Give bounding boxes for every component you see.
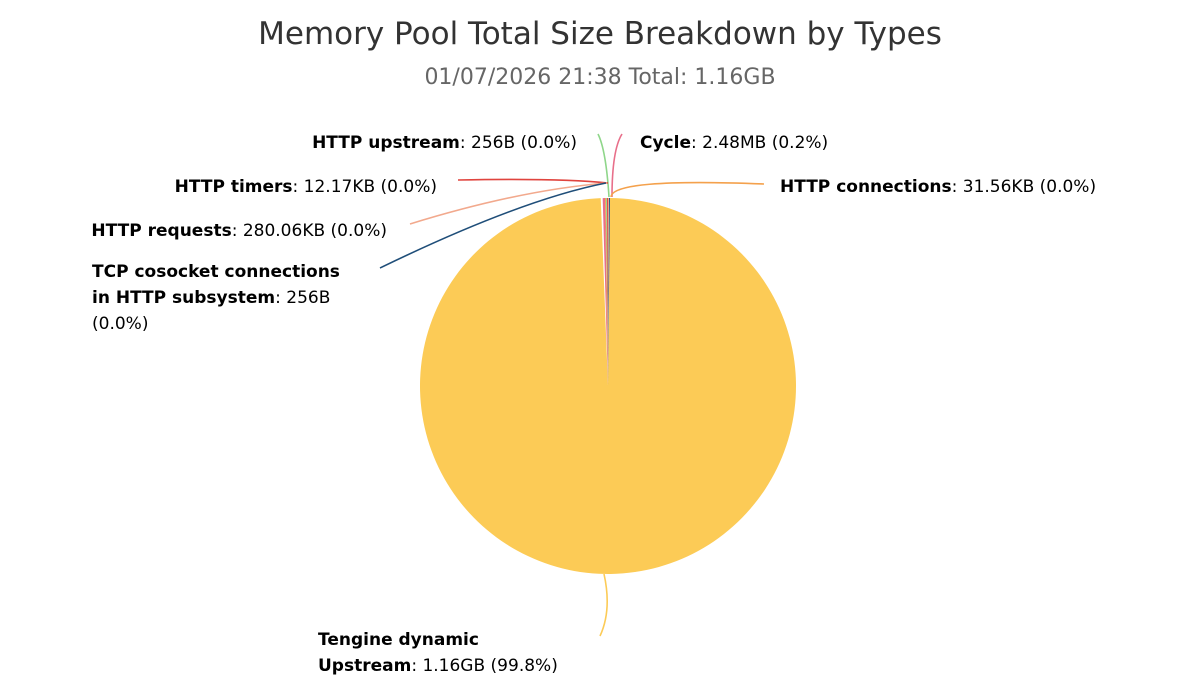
leader-line-http-requests [409, 182, 608, 225]
svg-text:Cycle: 2.48MB (0.2%): Cycle: 2.48MB (0.2%) [640, 133, 828, 153]
leader-line-cycle [611, 133, 623, 198]
leader-line-tengine-dynamic-upstream [599, 573, 608, 637]
leader-line-http-timers [457, 178, 609, 184]
slice-label-tcp-cosocket-connections-in-http-subsystem: TCP cosocket connections in HTTP subsyste… [92, 262, 340, 334]
svg-text:Upstream: 1.16GB (99.8%): Upstream: 1.16GB (99.8%) [318, 656, 558, 676]
pie-slice-tcp-cosocket-connections-in-http-subsystem [608, 198, 610, 386]
pie-slice-http-requests [608, 198, 609, 386]
svg-text:in HTTP subsystem: 256B: in HTTP subsystem: 256B [92, 288, 330, 308]
slice-label-http-timers: HTTP timers: 12.17KB (0.0%) [175, 177, 437, 197]
pie-slice-http-connections [605, 198, 608, 386]
slice-label-tengine-dynamic-upstream: Tengine dynamic Upstream: 1.16GB (99.8%) [318, 630, 558, 676]
svg-text:HTTP timers: 12.17KB (0.0%): HTTP timers: 12.17KB (0.0%) [175, 177, 437, 197]
pie-slice-cycle [602, 198, 608, 386]
leader-line-http-connections [610, 181, 765, 198]
slice-label-http-requests: HTTP requests: 280.06KB (0.0%) [91, 221, 387, 241]
slice-label-cycle: Cycle: 2.48MB (0.2%) [640, 133, 828, 153]
pie-slice-http-timers [607, 198, 608, 386]
leader-line-tcp-cosocket-connections-in-http-subsystem [379, 182, 607, 269]
svg-text:HTTP requests: 280.06KB (0.0%): HTTP requests: 280.06KB (0.0%) [91, 221, 387, 241]
leader-line-http-upstream [597, 133, 610, 198]
svg-text:TCP cosocket connections: TCP cosocket connections [92, 262, 340, 282]
pie-slice-http-upstream [606, 198, 608, 386]
chart-subtitle: 01/07/2026 21:38 Total: 1.16GB [424, 65, 775, 90]
slice-labels: Tengine dynamic Upstream: 1.16GB (99.8%) C… [91, 133, 1096, 676]
leader-lines [379, 133, 765, 637]
pie-slice-tengine-dynamic-upstream [419, 198, 796, 574]
pie-slices [419, 198, 796, 574]
svg-text:HTTP connections: 31.56KB (0.0: HTTP connections: 31.56KB (0.0%) [780, 177, 1096, 197]
svg-text:Tengine dynamic: Tengine dynamic [318, 630, 479, 650]
svg-text:HTTP upstream: 256B (0.0%): HTTP upstream: 256B (0.0%) [312, 133, 577, 153]
slice-label-http-upstream: HTTP upstream: 256B (0.0%) [312, 133, 577, 153]
chart-title: Memory Pool Total Size Breakdown by Type… [258, 16, 942, 52]
svg-text:(0.0%): (0.0%) [92, 314, 148, 334]
slice-label-http-connections: HTTP connections: 31.56KB (0.0%) [780, 177, 1096, 197]
